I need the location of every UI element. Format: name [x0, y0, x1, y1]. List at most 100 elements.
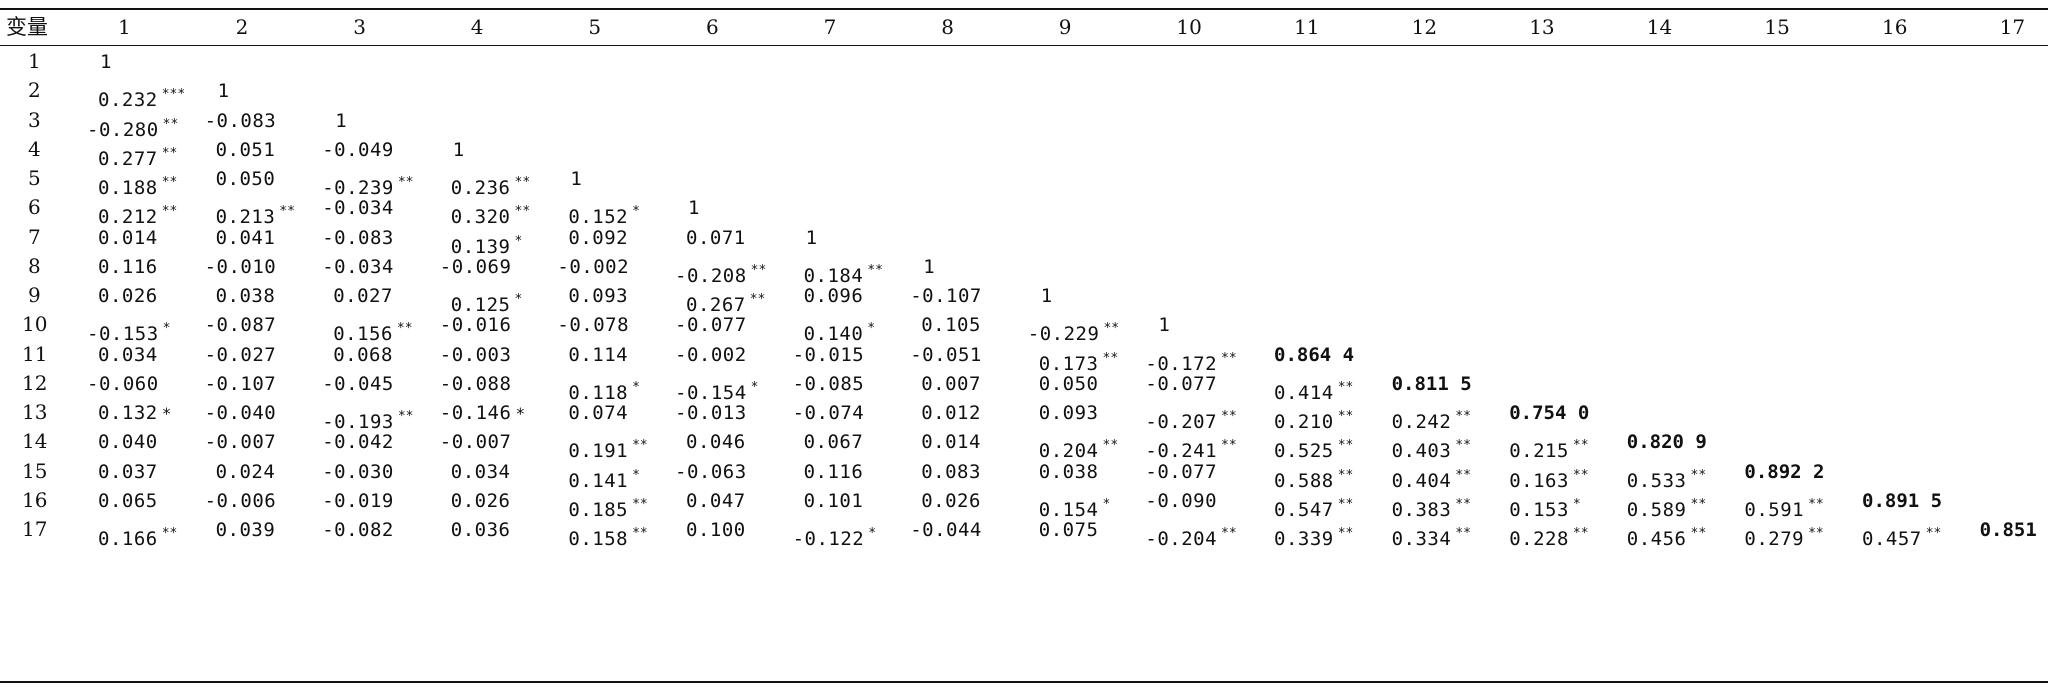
- correlation-cell: 0.125 *: [451, 288, 523, 317]
- cell-value: 0.414: [1274, 381, 1334, 404]
- cell-value: 0.096: [803, 285, 864, 307]
- cell-value: 0.820 9: [1626, 431, 1707, 454]
- significance-marker: **: [514, 175, 531, 190]
- significance-marker: *: [161, 404, 172, 423]
- cell-value: 0.236: [450, 177, 511, 199]
- correlation-cell: 0.040: [98, 430, 158, 454]
- cell-value: 0.185: [568, 498, 629, 521]
- cell-value: 1: [217, 80, 230, 103]
- significance-marker: **: [1102, 350, 1119, 366]
- cell-value: 0.403: [1391, 440, 1452, 463]
- correlation-cell: 0.101: [804, 489, 864, 513]
- significance-marker: **: [1337, 496, 1354, 512]
- row-label: 16: [22, 487, 48, 512]
- significance-marker: **: [1221, 409, 1237, 424]
- significance-marker: **: [632, 526, 648, 541]
- significance-marker: **: [396, 321, 413, 337]
- correlation-cell: -0.229 **: [1028, 317, 1119, 346]
- cell-value: -0.030: [322, 460, 394, 483]
- correlation-cell: 0.050: [1039, 372, 1099, 396]
- cell-value: 0.067: [803, 431, 864, 454]
- significance-marker: **: [1337, 467, 1354, 483]
- correlation-cell: 0.050: [216, 167, 276, 191]
- cell-value: -0.049: [322, 138, 394, 161]
- correlation-cell: -0.040: [205, 401, 277, 425]
- correlation-cell: -0.088: [440, 372, 512, 396]
- table-bottom-rule: [0, 681, 2048, 683]
- table-top-rule: [0, 8, 2048, 10]
- cell-value: -0.153: [87, 323, 159, 346]
- cell-value: -0.204: [1145, 528, 1218, 550]
- correlation-cell: -0.193 **: [322, 405, 413, 434]
- significance-marker: **: [397, 175, 414, 190]
- cell-value: 0.083: [921, 460, 981, 483]
- cell-value: -0.154: [675, 381, 747, 404]
- significance-marker: **: [1455, 526, 1471, 541]
- correlation-cell: 0.277 **: [98, 142, 177, 171]
- correlation-cell: -0.085: [793, 372, 865, 396]
- correlation-cell: 0.228 **: [1509, 522, 1588, 551]
- correlation-cell: 0.212 **: [98, 200, 177, 229]
- cell-value: 0.215: [1509, 440, 1569, 463]
- correlation-cell: 1: [806, 226, 818, 250]
- row-label: 7: [28, 224, 41, 249]
- cell-value: 0.188: [98, 177, 158, 199]
- row-label: 17: [22, 517, 48, 541]
- correlation-cell: 0.213 **: [216, 200, 295, 229]
- significance-marker: **: [161, 204, 178, 220]
- correlation-cell: -0.042: [322, 430, 394, 454]
- column-header: 16: [1882, 15, 1908, 39]
- correlation-cell: 0.114: [568, 343, 628, 367]
- cell-value: 0.212: [98, 206, 158, 229]
- cell-value: 1: [1158, 314, 1171, 337]
- cell-value: 0.152: [568, 206, 629, 229]
- correlation-cell: -0.013: [675, 401, 747, 425]
- column-header: 17: [1999, 15, 2026, 39]
- cell-value: -0.019: [322, 489, 394, 512]
- cell-value: 0.166: [98, 528, 158, 550]
- row-label: 8: [28, 253, 41, 278]
- significance-marker: *: [515, 404, 526, 423]
- cell-value: -0.146: [439, 402, 512, 424]
- correlation-cell: -0.007: [205, 430, 277, 454]
- correlation-cell: 0.188 **: [98, 171, 177, 200]
- cell-value: 0.014: [98, 226, 158, 249]
- correlation-cell: 0.026: [451, 489, 511, 513]
- significance-marker: **: [1690, 526, 1707, 541]
- cell-value: -0.083: [204, 109, 277, 132]
- cell-value: -0.280: [87, 118, 159, 141]
- correlation-cell: -0.019: [322, 489, 394, 513]
- significance-marker: **: [1221, 438, 1237, 454]
- correlation-cell: -0.208 **: [675, 259, 766, 288]
- correlation-cell: 0.034: [98, 343, 158, 367]
- correlation-cell: 0.185 **: [568, 493, 647, 522]
- correlation-cell: -0.077: [1145, 372, 1217, 396]
- significance-marker: *: [1102, 496, 1111, 512]
- cell-value: 0.591: [1744, 498, 1805, 521]
- significance-marker: **: [1572, 467, 1589, 483]
- column-header: 7: [823, 15, 837, 39]
- significance-marker: *: [868, 526, 877, 541]
- cell-value: 0.457: [1862, 528, 1922, 550]
- correlation-cell: 1: [100, 50, 112, 74]
- cell-value: 0.533: [1626, 469, 1687, 492]
- significance-marker: **: [1455, 438, 1471, 454]
- row-label: 9: [28, 283, 41, 307]
- column-header: 10: [1176, 15, 1202, 39]
- significance-marker: *: [867, 321, 876, 337]
- correlation-cell: 0.215 **: [1509, 434, 1588, 463]
- correlation-cell: 0.204 **: [1039, 434, 1118, 463]
- diagonal-value-cell: 0.754 0: [1509, 401, 1589, 425]
- cell-value: 0.100: [686, 519, 746, 541]
- cell-value: -0.172: [1145, 352, 1218, 375]
- correlation-cell: 0.589 **: [1627, 493, 1706, 522]
- column-header: 2: [235, 15, 249, 39]
- cell-value: 0.116: [803, 460, 864, 483]
- correlation-cell: 0.156 **: [333, 317, 412, 346]
- cell-value: 0.026: [921, 489, 981, 512]
- cell-value: 0.139: [450, 235, 511, 258]
- correlation-cell: 1: [1041, 284, 1053, 308]
- correlation-cell: -0.069: [440, 255, 512, 279]
- correlation-cell: 0.383 **: [1392, 493, 1471, 522]
